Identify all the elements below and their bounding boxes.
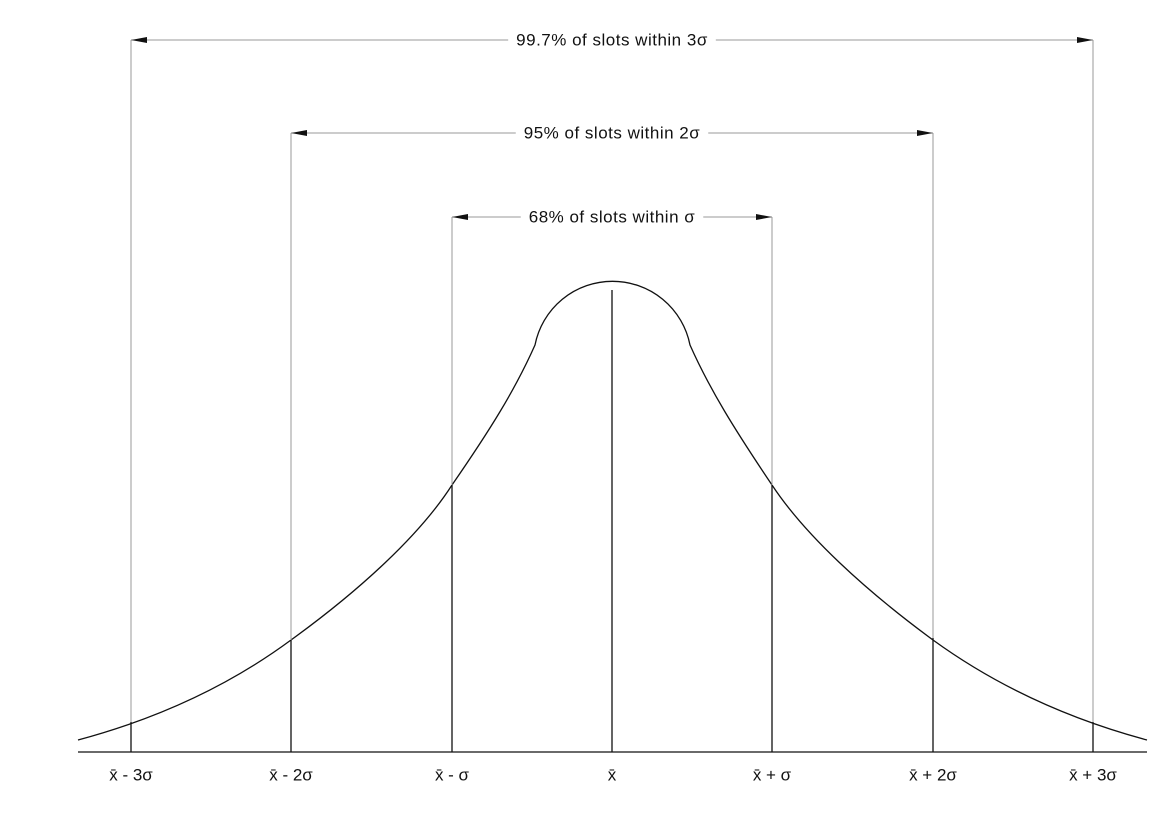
label-background <box>515 123 709 143</box>
range-label: 95% of slots within 2σ <box>524 123 700 142</box>
label-background <box>508 30 716 50</box>
arrow-head <box>452 214 468 220</box>
axis-label: x̄ - 3σ <box>109 765 153 784</box>
axis-label: x̄ - σ <box>435 765 470 784</box>
axis-label: x̄ + 3σ <box>1069 765 1117 784</box>
axis-label: x̄ + 2σ <box>909 765 957 784</box>
axis-label: x̄ - 2σ <box>269 765 313 784</box>
label-background <box>520 207 704 227</box>
range-label: 99.7% of slots within 3σ <box>516 30 708 49</box>
arrow-head <box>291 130 307 136</box>
arrow-head <box>1077 37 1093 43</box>
range-label: 68% of slots within σ <box>529 207 696 226</box>
arrow-head <box>756 214 772 220</box>
axis-label: x̄ <box>608 765 617 784</box>
arrow-head <box>131 37 147 43</box>
axis-label: x̄ + σ <box>753 765 792 784</box>
arrow-head <box>917 130 933 136</box>
bell-curve <box>77 280 1148 741</box>
